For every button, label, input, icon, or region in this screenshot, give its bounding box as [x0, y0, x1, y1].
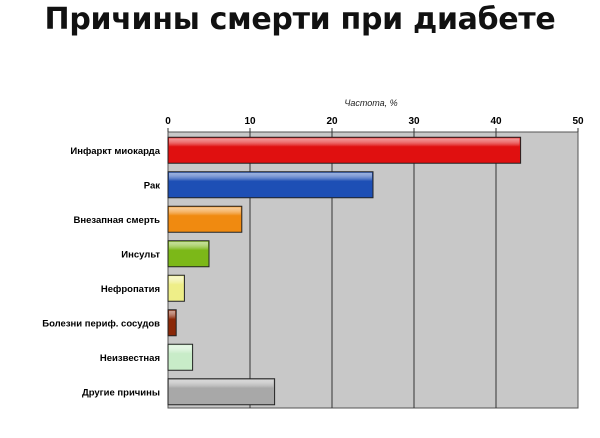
tick-label: 20 [326, 116, 338, 127]
category-label: Инсульт [121, 249, 160, 260]
bars [167, 136, 522, 406]
bar-shading [169, 207, 241, 232]
x-axis-ticks: 0 10 20 30 40 50 [165, 116, 584, 132]
tick-label: 10 [244, 116, 256, 127]
x-axis-title: Частота, % [344, 98, 397, 108]
category-label: Инфаркт миокарда [70, 146, 160, 157]
category-labels: Инфаркт миокарда Рак Внезапная смерть Инсул… [42, 146, 160, 399]
category-label: Другие причины [82, 387, 160, 398]
bar-shading [169, 241, 208, 266]
bar-shading [169, 172, 372, 197]
tick-label: 40 [490, 116, 502, 127]
category-label: Болезни периф. сосудов [42, 318, 160, 329]
tick-label: 0 [165, 116, 171, 127]
tick-label: 30 [408, 116, 420, 127]
category-label: Рак [144, 180, 160, 191]
bar-shading [169, 345, 192, 370]
bar-shading [169, 276, 184, 301]
category-label: Нефропатия [101, 284, 160, 295]
tick-label: 50 [572, 116, 584, 127]
category-label: Внезапная смерть [74, 215, 161, 226]
bar-shading [169, 310, 176, 335]
category-label: Неизвестная [100, 353, 160, 364]
bar-shading [169, 379, 274, 404]
chart-title: Причины смерти при диабете [44, 2, 556, 37]
bar-shading [169, 138, 520, 163]
